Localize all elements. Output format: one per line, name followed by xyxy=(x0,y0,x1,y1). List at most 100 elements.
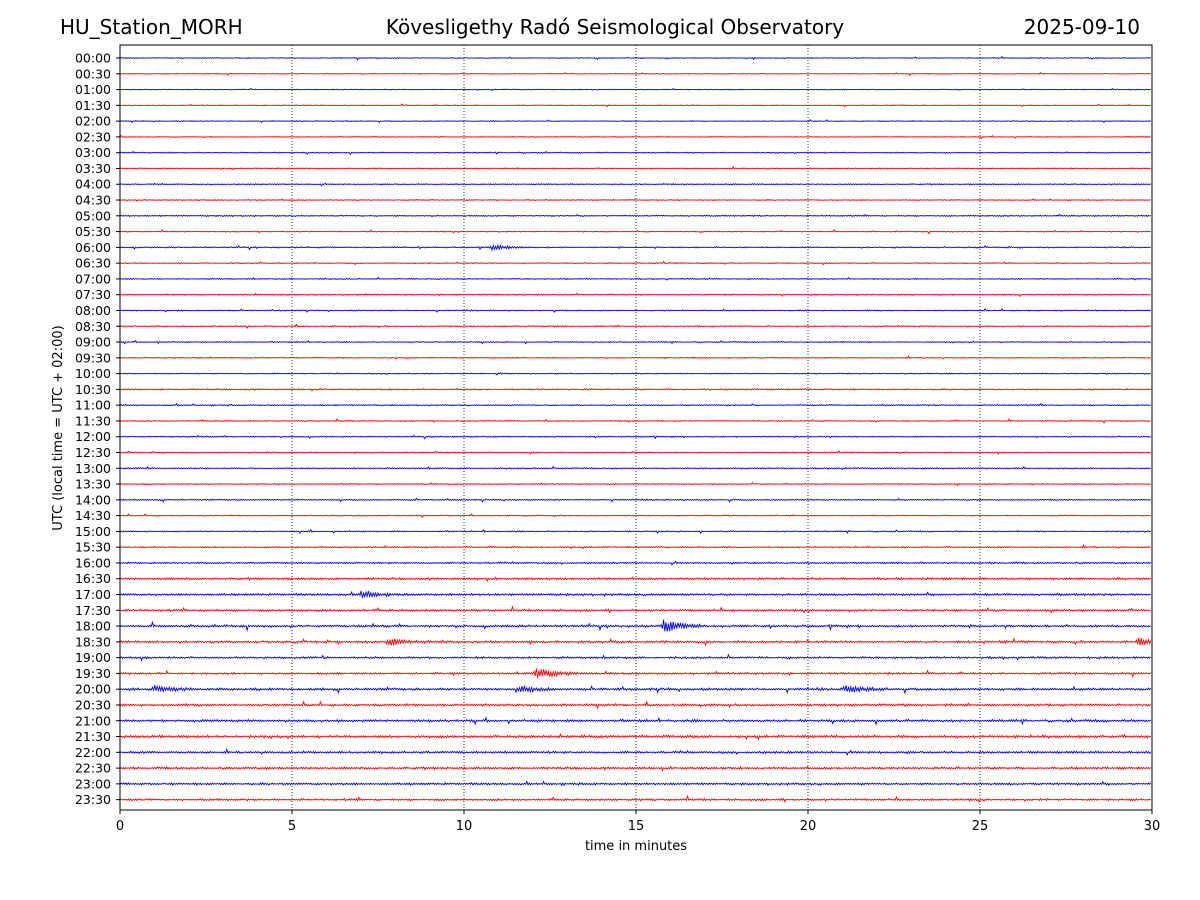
trace-line-2200 xyxy=(119,747,1152,756)
x-tick-label: 25 xyxy=(972,819,989,834)
trace-line-1400 xyxy=(119,497,1152,503)
y-tick-label: 14:00 xyxy=(75,492,111,507)
y-tick-label: 16:30 xyxy=(75,571,111,586)
x-tick-label: 20 xyxy=(800,819,817,834)
y-tick-label: 01:00 xyxy=(75,82,111,97)
observatory-title: Kövesligethy Radó Seismological Observat… xyxy=(385,15,845,39)
y-tick-label: 01:30 xyxy=(75,98,111,113)
y-tick-label: 03:30 xyxy=(75,161,111,176)
trace-line-1600 xyxy=(119,560,1152,566)
trace-line-1630 xyxy=(119,576,1152,582)
trace-line-1530 xyxy=(119,544,1151,550)
trace-line-1230 xyxy=(119,450,1151,455)
trace-line-0630 xyxy=(119,260,1151,266)
y-tick-label: 22:30 xyxy=(75,761,111,776)
y-tick-label: 16:00 xyxy=(75,555,111,570)
trace-line-1100 xyxy=(119,402,1152,407)
trace-line-0900 xyxy=(119,339,1152,345)
trace-rows xyxy=(119,55,1152,803)
trace-line-1730 xyxy=(119,605,1152,614)
y-tick-label: 00:30 xyxy=(75,66,111,81)
y-tick-label: 22:00 xyxy=(75,745,111,760)
chart-date: 2025-09-10 xyxy=(1023,15,1140,39)
grid-lines xyxy=(291,45,981,810)
y-tick-label: 21:00 xyxy=(75,713,111,728)
y-tick-label: 02:30 xyxy=(75,129,111,144)
trace-line-0330 xyxy=(119,166,1151,171)
y-tick-label: 05:30 xyxy=(75,224,111,239)
trace-line-0430 xyxy=(119,198,1151,202)
y-tick-label: 20:30 xyxy=(75,697,111,712)
y-tick-label: 11:30 xyxy=(75,413,111,428)
trace-line-0230 xyxy=(119,134,1151,139)
x-tick-labels: 0 5 10 15 20 25 30 xyxy=(116,810,1160,834)
y-tick-label: 21:30 xyxy=(75,729,111,744)
trace-line-0030 xyxy=(119,71,1152,77)
x-tick-label: 5 xyxy=(288,819,296,834)
trace-line-0800 xyxy=(119,308,1151,313)
trace-line-0400 xyxy=(119,182,1152,187)
y-tick-label: 18:30 xyxy=(75,634,111,649)
trace-line-0830 xyxy=(119,323,1151,329)
y-tick-label: 13:00 xyxy=(75,461,111,476)
y-tick-label: 12:30 xyxy=(75,445,111,460)
y-tick-label: 15:30 xyxy=(75,540,111,555)
y-tick-label: 23:00 xyxy=(75,776,111,791)
y-tick-label: 04:00 xyxy=(75,177,111,192)
trace-line-0730 xyxy=(119,292,1151,298)
y-tick-label: 06:30 xyxy=(75,256,111,271)
trace-line-1000 xyxy=(119,371,1151,376)
trace-line-2230 xyxy=(119,765,1152,772)
y-tick-label: 07:00 xyxy=(75,271,111,286)
y-tick-label: 12:00 xyxy=(75,429,111,444)
y-tick-label: 09:00 xyxy=(75,335,111,350)
trace-line-0930 xyxy=(119,355,1151,360)
y-tick-label: 14:30 xyxy=(75,508,111,523)
y-tick-label: 17:30 xyxy=(75,603,111,618)
y-tick-label: 10:30 xyxy=(75,382,111,397)
y-tick-label: 09:30 xyxy=(75,350,111,365)
y-tick-label: 17:00 xyxy=(75,587,111,602)
trace-line-1930 xyxy=(119,668,1152,679)
y-tick-label: 20:00 xyxy=(75,682,111,697)
trace-line-2000 xyxy=(119,684,1152,695)
trace-line-0300 xyxy=(119,150,1151,156)
y-tick-labels: 00:0000:3001:0001:3002:0002:3003:0003:30… xyxy=(75,51,120,807)
trace-line-2300 xyxy=(119,780,1152,787)
trace-line-0130 xyxy=(119,103,1151,108)
x-tick-label: 15 xyxy=(628,819,645,834)
y-tick-label: 07:30 xyxy=(75,287,111,302)
trace-line-2130 xyxy=(119,733,1152,741)
x-axis-label: time in minutes xyxy=(585,839,687,854)
y-tick-label: 02:00 xyxy=(75,114,111,129)
trace-line-1330 xyxy=(119,481,1151,487)
y-tick-label: 13:30 xyxy=(75,477,111,492)
x-tick-label: 0 xyxy=(116,819,124,834)
trace-line-2330 xyxy=(119,794,1152,803)
y-tick-label: 03:00 xyxy=(75,145,111,160)
trace-line-0530 xyxy=(119,228,1151,235)
y-tick-label: 05:00 xyxy=(75,208,111,223)
y-tick-label: 18:00 xyxy=(75,619,111,634)
y-tick-label: 10:00 xyxy=(75,366,111,381)
y-tick-label: 00:00 xyxy=(75,51,111,66)
trace-line-1700 xyxy=(119,590,1152,599)
trace-line-0200 xyxy=(119,119,1152,124)
y-tick-label: 08:30 xyxy=(75,319,111,334)
trace-line-1030 xyxy=(119,387,1152,392)
trace-line-1200 xyxy=(119,434,1152,440)
trace-line-1500 xyxy=(119,528,1151,535)
station-name: HU_Station_MORH xyxy=(60,15,243,39)
trace-line-0500 xyxy=(119,213,1151,218)
y-tick-label: 19:30 xyxy=(75,666,111,681)
trace-line-1900 xyxy=(119,653,1152,662)
trace-line-1430 xyxy=(119,513,1152,518)
trace-line-1300 xyxy=(119,465,1151,471)
trace-line-2030 xyxy=(119,700,1152,710)
x-tick-label: 10 xyxy=(456,819,473,834)
trace-line-2100 xyxy=(119,716,1152,726)
trace-line-0100 xyxy=(119,87,1151,92)
trace-line-1830 xyxy=(119,637,1152,647)
